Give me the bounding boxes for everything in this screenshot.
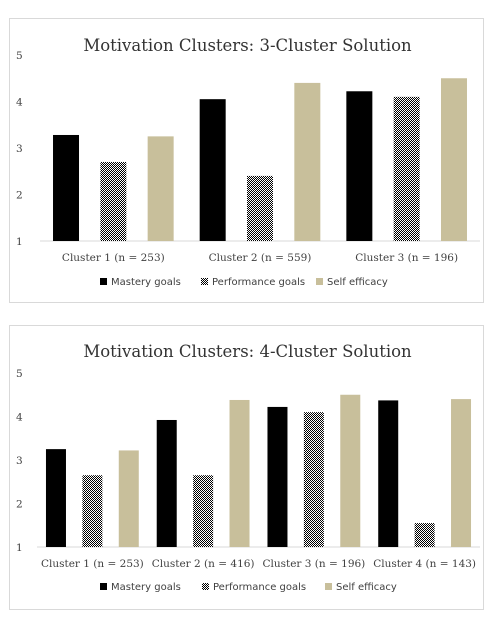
bar-self-efficacy [294, 82, 321, 242]
y-tick-label: 1 [16, 542, 23, 554]
category-label: Cluster 1 (n = 253) [62, 252, 165, 264]
y-tick-label: 3 [16, 455, 23, 467]
category-label: Cluster 3 (n = 196) [262, 558, 365, 570]
legend-swatch [100, 583, 107, 590]
chart-4-cluster-svg: Motivation Clusters: 4-Cluster Solution 1… [16, 342, 480, 593]
legend-label: Self efficacy [336, 582, 397, 593]
bar-mastery [156, 419, 177, 547]
category-label: Cluster 3 (n = 196) [355, 252, 458, 264]
category-label: Cluster 1 (n = 253) [41, 558, 144, 570]
bar-self-efficacy [340, 394, 361, 547]
legend-swatch [201, 278, 208, 285]
chart-panel-4-cluster: Motivation Clusters: 4-Cluster Solution 1… [9, 325, 484, 610]
bar-mastery [267, 406, 288, 547]
chart-panel-3-cluster: Motivation Clusters: 3-Cluster Solution 1… [9, 18, 484, 303]
bar-performance [247, 175, 273, 241]
legend-label: Mastery goals [111, 582, 181, 593]
bar-performance [303, 412, 324, 547]
y-tick-label: 5 [16, 368, 23, 380]
chart-3-cluster-svg: Motivation Clusters: 3-Cluster Solution 1… [16, 36, 480, 288]
bar-mastery [378, 400, 399, 547]
bar-self-efficacy [451, 399, 472, 547]
bar-performance [82, 475, 103, 547]
y-tick-label: 2 [16, 190, 23, 202]
y-tick-label: 1 [16, 236, 23, 248]
legend-label: Performance goals [213, 582, 306, 593]
category-label: Cluster 4 (n = 143) [373, 558, 476, 570]
bar-self-efficacy [229, 399, 250, 547]
bar-mastery [45, 449, 66, 547]
legend-label: Performance goals [212, 277, 305, 288]
bar-performance [414, 523, 435, 547]
y-tick-label: 4 [16, 412, 23, 424]
legend-swatch [202, 583, 209, 590]
legend-swatch [100, 278, 107, 285]
chart-title: Motivation Clusters: 4-Cluster Solution [83, 342, 412, 361]
legend-swatch [316, 278, 323, 285]
bar-mastery [199, 99, 226, 241]
bar-self-efficacy [440, 78, 467, 241]
y-tick-label: 4 [16, 97, 23, 109]
legend-label: Self efficacy [327, 277, 388, 288]
bar-performance [193, 475, 214, 547]
legend-label: Mastery goals [111, 277, 181, 288]
legend-swatch [325, 583, 332, 590]
y-tick-label: 5 [16, 50, 23, 62]
category-label: Cluster 2 (n = 416) [152, 558, 255, 570]
bar-performance [100, 161, 127, 241]
bar-performance [393, 96, 420, 241]
bar-mastery [346, 91, 373, 242]
category-label: Cluster 2 (n = 559) [209, 252, 312, 264]
y-tick-label: 3 [16, 143, 23, 155]
bar-self-efficacy [147, 136, 174, 241]
bar-self-efficacy [118, 450, 139, 547]
bar-mastery [53, 134, 80, 241]
chart-title: Motivation Clusters: 3-Cluster Solution [83, 36, 412, 55]
y-tick-label: 2 [16, 499, 23, 511]
